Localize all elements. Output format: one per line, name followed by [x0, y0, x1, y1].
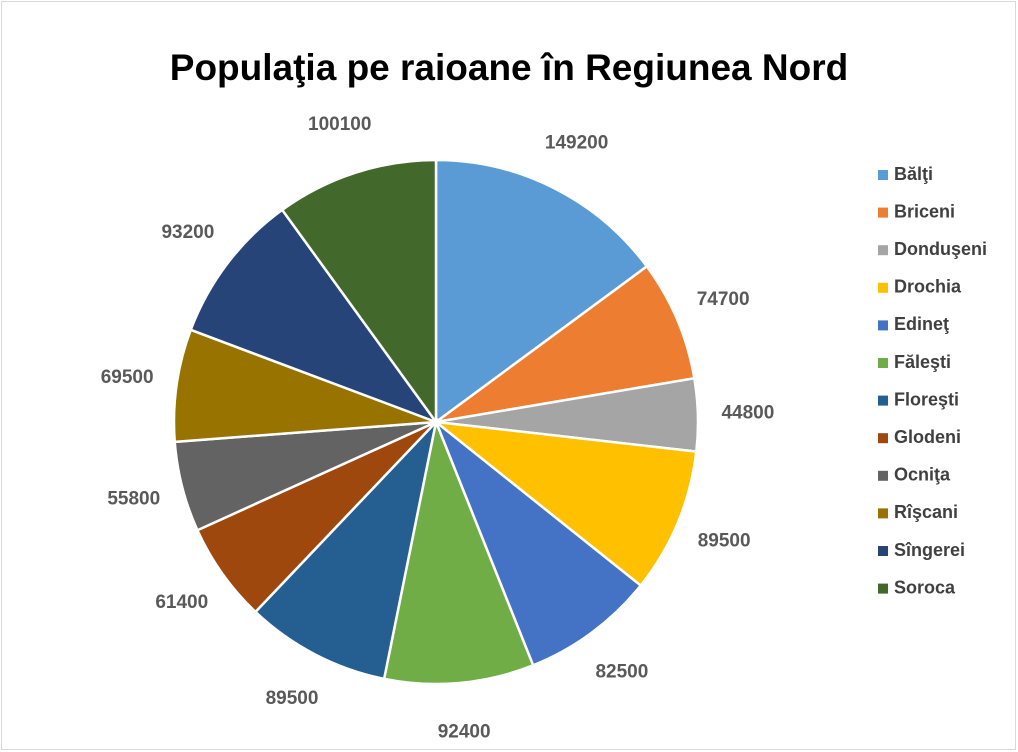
- chart-title: Populaţia pe raioane în Regiunea Nord: [170, 47, 848, 88]
- legend-swatch: [878, 170, 888, 180]
- legend-swatch: [878, 546, 888, 556]
- pie-slice: [189, 208, 440, 425]
- data-label: 44800: [721, 403, 774, 424]
- data-label: 93200: [161, 222, 214, 243]
- legend-swatch: [878, 207, 888, 218]
- pie-slice: [253, 417, 439, 681]
- legend-label: Donduşeni: [894, 239, 987, 259]
- data-label: 82500: [595, 662, 648, 683]
- pie-slice: [280, 158, 438, 426]
- legend-label: Briceni: [894, 201, 955, 221]
- pie-slice: [431, 420, 698, 588]
- legend-swatch: [878, 470, 888, 481]
- legend-label: Glodeni: [894, 427, 961, 447]
- data-label: 89500: [266, 688, 319, 709]
- legend-label: Soroca: [894, 577, 956, 597]
- pie-slice: [434, 158, 649, 425]
- legend-swatch: [878, 508, 888, 519]
- pie-slice: [172, 328, 437, 444]
- legend-swatch: [878, 583, 888, 594]
- legend-label: Drochia: [894, 277, 962, 297]
- legend-swatch: [878, 245, 888, 256]
- legend-label: Făleşti: [894, 352, 951, 372]
- data-label: 149200: [545, 132, 608, 153]
- data-label: 55800: [107, 489, 160, 510]
- legend-swatch: [878, 433, 888, 444]
- legend-label: Rîşcani: [894, 502, 958, 522]
- legend-label: Bălţi: [894, 164, 933, 184]
- legend-label: Floreşti: [894, 389, 959, 409]
- legend-swatch: [878, 358, 888, 368]
- data-label: 100100: [308, 114, 371, 135]
- data-label: 69500: [101, 367, 154, 388]
- legend-label: Sîngerei: [894, 540, 965, 560]
- pie-slice: [433, 418, 643, 667]
- legend-label: Edineţ: [894, 314, 949, 334]
- legend-swatch: [878, 282, 888, 293]
- pie-slice: [435, 264, 696, 424]
- legend-swatch: [878, 320, 888, 331]
- pie-slice: [382, 417, 535, 686]
- legend-swatch: [878, 395, 888, 406]
- data-label: 89500: [698, 531, 751, 552]
- data-label: 74700: [697, 289, 750, 310]
- data-label: 61400: [155, 592, 208, 613]
- data-label: 92400: [438, 722, 491, 743]
- legend-label: Ocniţa: [894, 465, 951, 485]
